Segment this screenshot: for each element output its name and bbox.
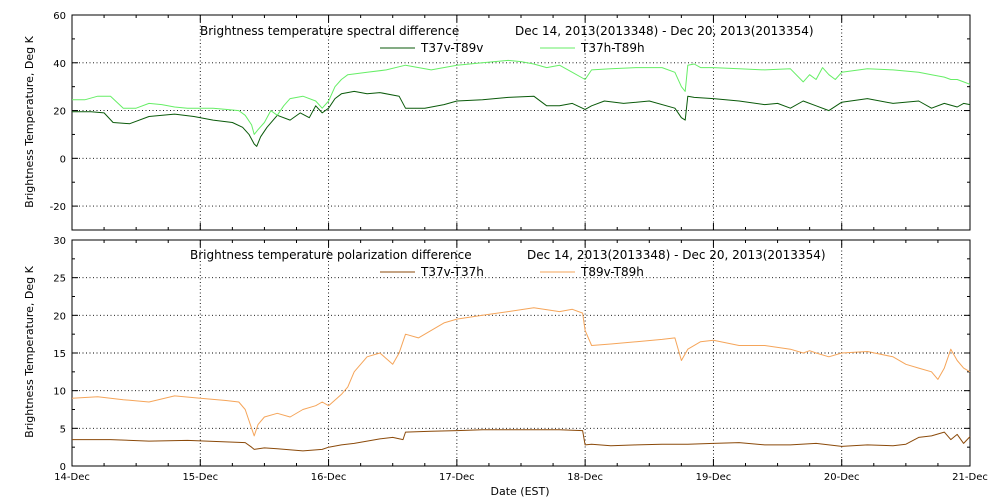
x-tick-label: 16-Dec <box>311 472 347 483</box>
y-axis-title: Brightness Temperature, Deg K <box>23 265 36 437</box>
series-line <box>71 307 971 437</box>
series-line <box>72 90 971 147</box>
y-tick-label: 0 <box>60 462 66 473</box>
x-tick-label: 14-Dec <box>54 472 90 483</box>
panel-title: Brightness temperature spectral differen… <box>200 24 459 38</box>
grid-lines <box>72 15 970 230</box>
x-axis-title: Date (EST) <box>490 485 549 498</box>
y-tick-label: 20 <box>53 107 66 118</box>
axes: -20 0 20 40 60 <box>50 11 971 231</box>
legend-label: T37v-T89v <box>420 41 483 55</box>
legend-label: T37h-T89h <box>580 41 645 55</box>
y-tick-label: 20 <box>53 311 66 322</box>
panel-subtitle: Dec 14, 2013(2013348) - Dec 20, 2013(201… <box>527 248 826 262</box>
plot-frame <box>71 14 971 231</box>
y-tick-label: 30 <box>53 236 66 247</box>
polarization-difference-panel: Brightness temperature polarization diff… <box>23 236 988 498</box>
x-tick-label: 15-Dec <box>182 472 218 483</box>
panel-subtitle: Dec 14, 2013(2013348) - Dec 20, 2013(201… <box>515 24 814 38</box>
y-axis-title: Brightness Temperature, Deg K <box>23 35 36 207</box>
grid-lines <box>72 240 970 466</box>
x-tick-label: 19-Dec <box>696 472 732 483</box>
series-line <box>72 429 971 452</box>
y-tick-label: 15 <box>53 349 66 360</box>
y-tick-label: 60 <box>53 11 66 22</box>
x-tick-label: 17-Dec <box>439 472 475 483</box>
y-tick-label: -20 <box>50 202 66 213</box>
panel-title: Brightness temperature polarization diff… <box>190 248 472 262</box>
x-tick-label: 21-Dec <box>952 472 988 483</box>
legend-label: T37v-T37h <box>420 265 484 279</box>
legend-label: T89v-T89h <box>580 265 644 279</box>
x-tick-label: 20-Dec <box>824 472 860 483</box>
x-tick-label: 18-Dec <box>567 472 603 483</box>
y-tick-label: 25 <box>53 274 66 285</box>
y-tick-label: 10 <box>53 387 66 398</box>
y-tick-label: 40 <box>53 59 66 70</box>
plot-frame <box>71 239 971 467</box>
series-line <box>72 59 971 135</box>
spectral-difference-panel: Brightness temperature spectral differen… <box>23 11 971 231</box>
axes: 0 5 10 15 20 25 30 14-Dec 15-Dec 16-Dec 17-Dec 18-D… <box>53 236 988 483</box>
y-tick-label: 5 <box>60 424 66 435</box>
y-tick-label: 0 <box>60 154 66 165</box>
